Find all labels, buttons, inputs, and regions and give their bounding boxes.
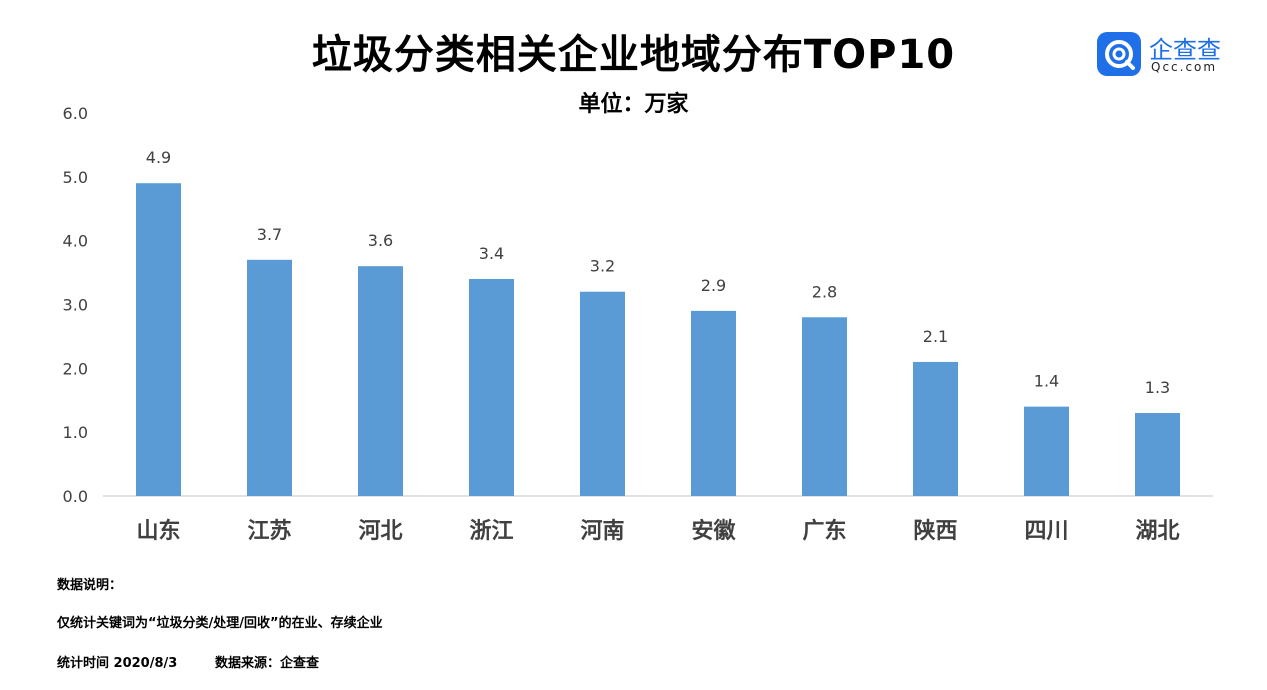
bar-value-label: 2.9 <box>701 276 726 295</box>
x-category-label: 广东 <box>802 518 846 544</box>
notes-date: 统计时间 2020/8/3 <box>57 656 178 671</box>
x-category-label: 安徽 <box>691 518 736 544</box>
bar-value-label: 3.7 <box>257 225 282 244</box>
x-category-label: 山东 <box>136 518 180 544</box>
y-tick-label: 0.0 <box>63 487 88 506</box>
qcc-logo-icon <box>1097 32 1141 76</box>
chart-title: 垃圾分类相关企业地域分布TOP10 <box>311 32 956 78</box>
bar-value-label: 3.4 <box>479 244 504 263</box>
y-tick-label: 1.0 <box>63 423 88 442</box>
x-category-label: 陕西 <box>913 519 957 544</box>
y-tick-label: 5.0 <box>63 168 88 187</box>
x-category-label: 四川 <box>1024 519 1068 544</box>
bar-value-label: 4.9 <box>146 148 171 167</box>
bar <box>913 361 958 496</box>
bar-value-label: 1.4 <box>1034 372 1059 391</box>
x-category-label: 浙江 <box>469 519 513 544</box>
bar-value-label: 2.8 <box>812 282 837 301</box>
bar <box>136 183 181 496</box>
x-category-label: 江苏 <box>247 518 291 544</box>
bar <box>691 310 736 496</box>
x-category-label: 河北 <box>358 519 402 544</box>
qcc-logo: 企查查 Qcc.com <box>1097 30 1237 78</box>
bar-value-label: 2.1 <box>923 327 948 346</box>
bar <box>247 259 292 496</box>
x-category-label: 河南 <box>580 519 624 544</box>
bar <box>469 278 514 496</box>
y-tick-label: 4.0 <box>63 232 88 251</box>
logo-name: 企查查 <box>1149 36 1221 64</box>
bar-value-label: 1.3 <box>1145 378 1170 397</box>
bar <box>358 266 403 496</box>
bar <box>1135 413 1180 496</box>
logo-domain: Qcc.com <box>1151 60 1218 74</box>
chart-subtitle: 单位：万家 <box>578 92 689 117</box>
x-category-label: 湖北 <box>1135 519 1179 544</box>
notes-heading: 数据说明： <box>57 578 123 593</box>
y-tick-label: 2.0 <box>63 359 88 378</box>
bar-value-label: 3.6 <box>368 231 393 250</box>
notes-line1: 仅统计关键词为“垃圾分类/处理/回收”的在业、存续企业 <box>57 616 383 631</box>
y-tick-label: 6.0 <box>63 104 88 123</box>
notes-source: 数据来源：企查查 <box>215 656 320 671</box>
y-tick-label: 3.0 <box>63 296 88 315</box>
bar <box>1024 406 1069 496</box>
bar <box>802 317 847 496</box>
bar-value-label: 3.2 <box>590 257 615 276</box>
bar <box>580 291 625 496</box>
bar-chart: 0.0 1.0 2.0 3.0 4.0 5.0 6.0 4.9 山东 3.7 江苏 3.6 河北 3.4 浙… <box>63 104 1213 544</box>
